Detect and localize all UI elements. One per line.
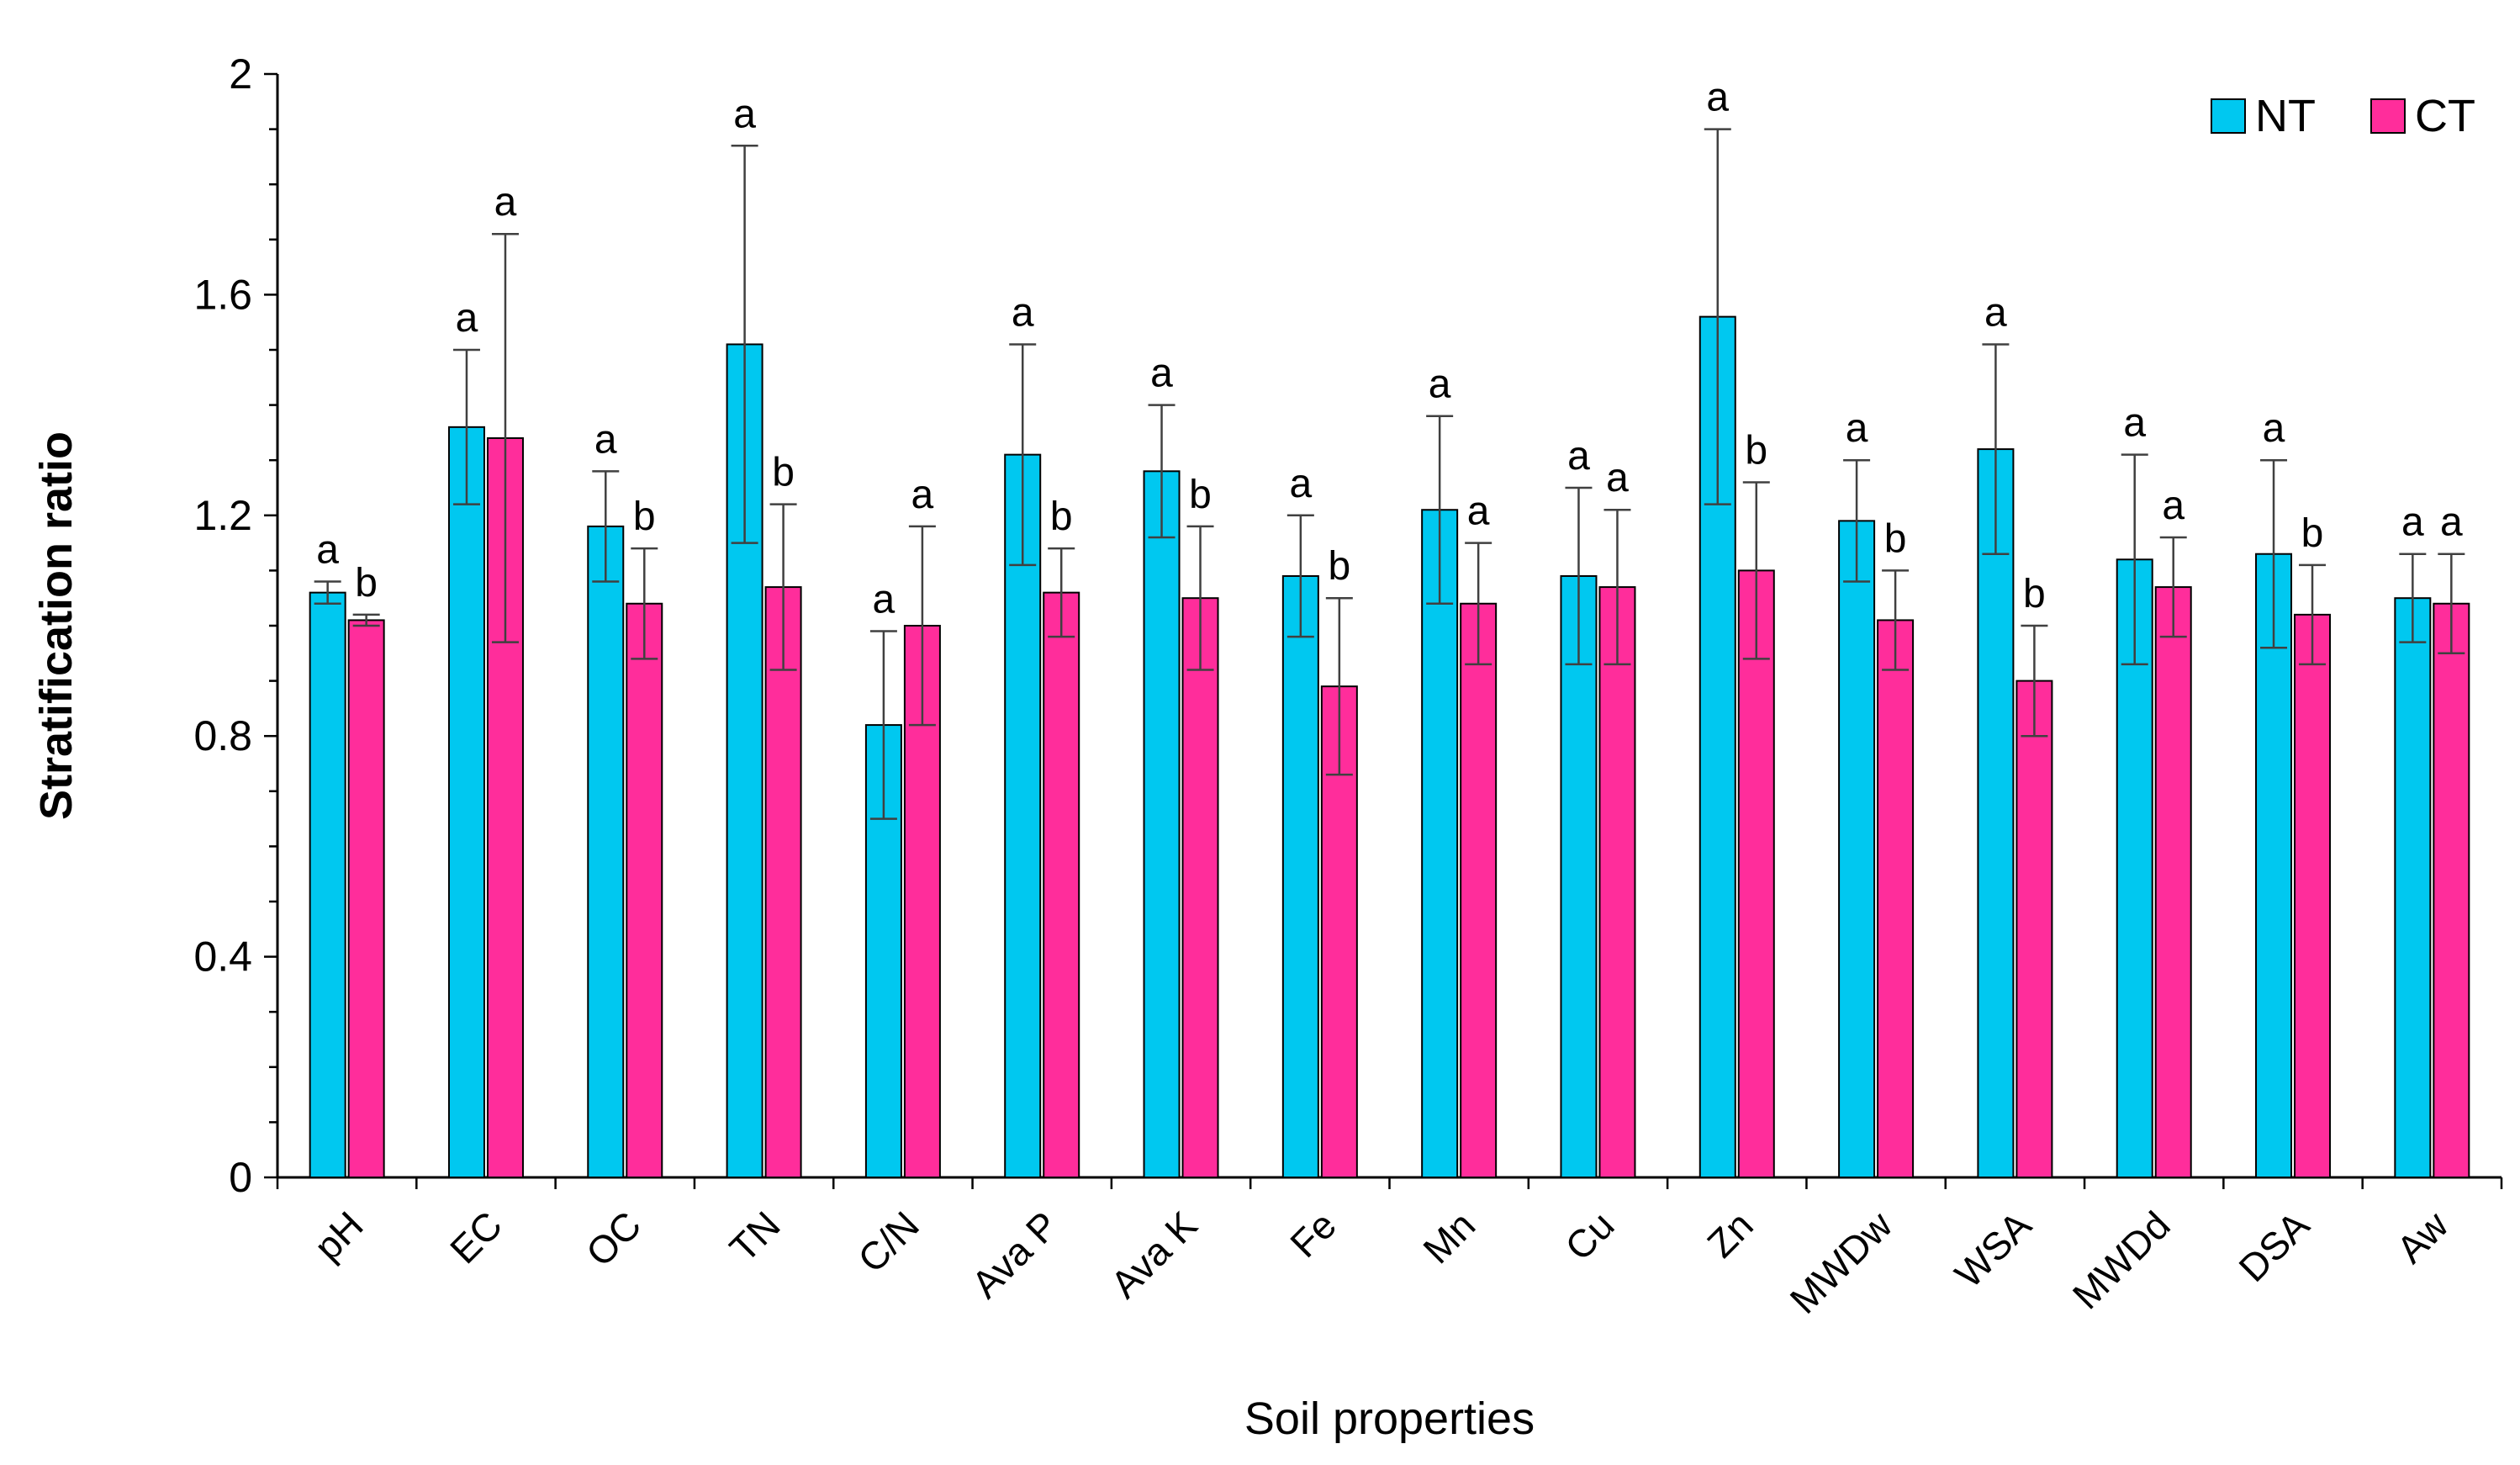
bars-layer xyxy=(309,315,2470,1178)
x-category-label: Ava P xyxy=(963,1203,1066,1306)
significance-label: b xyxy=(2023,572,2046,616)
legend-swatch-ct xyxy=(2370,98,2406,134)
bar-nt xyxy=(2394,597,2432,1178)
x-category-label: WSA xyxy=(1947,1203,2040,1296)
x-category-label: DSA xyxy=(2230,1203,2317,1290)
x-category-label: MWDd xyxy=(2064,1203,2179,1317)
bar-ct xyxy=(2294,613,2332,1178)
x-category-label: EC xyxy=(441,1203,510,1272)
significance-label: b xyxy=(1189,473,1212,517)
significance-label: b xyxy=(2301,511,2324,556)
significance-label: b xyxy=(1050,495,1073,539)
x-category-label: C/N xyxy=(849,1203,927,1281)
bar-ct xyxy=(1043,591,1080,1178)
x-category-label: Fe xyxy=(1281,1203,1345,1266)
bar-ct xyxy=(2154,586,2192,1178)
significance-label: a xyxy=(494,180,517,225)
error-bars-layer xyxy=(314,128,2465,820)
significance-label: a xyxy=(873,578,895,622)
bar-ct xyxy=(1877,619,1915,1178)
y-tick-label: 0 xyxy=(229,1154,252,1201)
significance-label: a xyxy=(1606,456,1629,500)
significance-label: a xyxy=(456,296,478,341)
significance-label: b xyxy=(1745,428,1767,473)
y-tick-label: 2 xyxy=(229,50,252,98)
bar-ct xyxy=(2433,602,2470,1178)
bar-ct xyxy=(2015,680,2053,1178)
significance-label: b xyxy=(1328,544,1350,589)
significance-label: a xyxy=(2123,401,2146,446)
bar-ct xyxy=(1737,569,1775,1178)
significance-label: a xyxy=(911,473,934,517)
legend: NT CT xyxy=(2211,91,2475,141)
significance-label: a xyxy=(1984,290,2007,335)
bar-nt xyxy=(1698,315,1736,1178)
significance-label: a xyxy=(1429,362,1451,407)
bar-nt xyxy=(1560,574,1598,1178)
y-tick-label: 0.4 xyxy=(193,933,252,981)
significance-label: a xyxy=(1706,76,1729,120)
significance-label: a xyxy=(1150,352,1173,396)
significance-label: a xyxy=(1467,489,1490,534)
bar-ct xyxy=(1181,597,1219,1178)
significance-label: a xyxy=(1012,290,1034,335)
bar-nt xyxy=(309,591,346,1178)
significance-label: b xyxy=(355,561,378,606)
x-axis-title: Soil properties xyxy=(1244,1394,1535,1444)
y-axis-title: Stratification ratio xyxy=(31,431,82,820)
bar-ct xyxy=(626,602,663,1178)
significance-label: b xyxy=(633,495,656,539)
bar-nt xyxy=(1838,520,1876,1178)
x-category-label: pH xyxy=(305,1203,371,1268)
significance-label: a xyxy=(594,417,617,462)
significance-label: a xyxy=(2263,406,2285,451)
significance-label: a xyxy=(733,92,756,136)
x-category-label: Cu xyxy=(1556,1203,1622,1268)
x-category-label: OC xyxy=(578,1203,650,1275)
significance-label: a xyxy=(2440,500,2463,545)
x-category-label: Ava K xyxy=(1102,1203,1206,1306)
significance-label: a xyxy=(1289,462,1312,506)
legend-label-nt: NT xyxy=(2255,91,2316,141)
y-tick-label: 1.6 xyxy=(193,271,252,318)
bar-nt xyxy=(1143,470,1181,1178)
x-category-label: MWDw xyxy=(1782,1203,1901,1322)
bar-nt xyxy=(1281,574,1319,1178)
y-tick-label: 0.8 xyxy=(193,712,252,759)
bar-nt xyxy=(587,525,625,1178)
x-category-label: Mn xyxy=(1414,1203,1483,1272)
bar-ct xyxy=(764,586,802,1178)
significance-label: a xyxy=(1567,434,1590,479)
significance-label: b xyxy=(772,451,795,495)
x-category-label: Aw xyxy=(2388,1203,2457,1272)
bar-nt xyxy=(1004,453,1042,1178)
significance-label: a xyxy=(316,528,339,573)
significance-label: a xyxy=(2162,484,2185,528)
legend-swatch-nt xyxy=(2211,98,2246,134)
significance-label: a xyxy=(1846,406,1868,451)
y-tick-label: 1.2 xyxy=(193,492,252,539)
x-category-label: TN xyxy=(721,1203,789,1270)
bar-nt xyxy=(1977,448,2015,1178)
significance-label: b xyxy=(1884,516,1907,561)
bar-ct xyxy=(347,619,385,1178)
bar-ct xyxy=(1460,602,1498,1178)
significance-label: a xyxy=(2401,500,2424,545)
x-category-label: Zn xyxy=(1698,1203,1762,1266)
bar-ct xyxy=(1598,586,1636,1178)
bar-nt xyxy=(447,426,485,1178)
bar-nt xyxy=(1421,509,1459,1178)
legend-label-ct: CT xyxy=(2415,91,2475,141)
